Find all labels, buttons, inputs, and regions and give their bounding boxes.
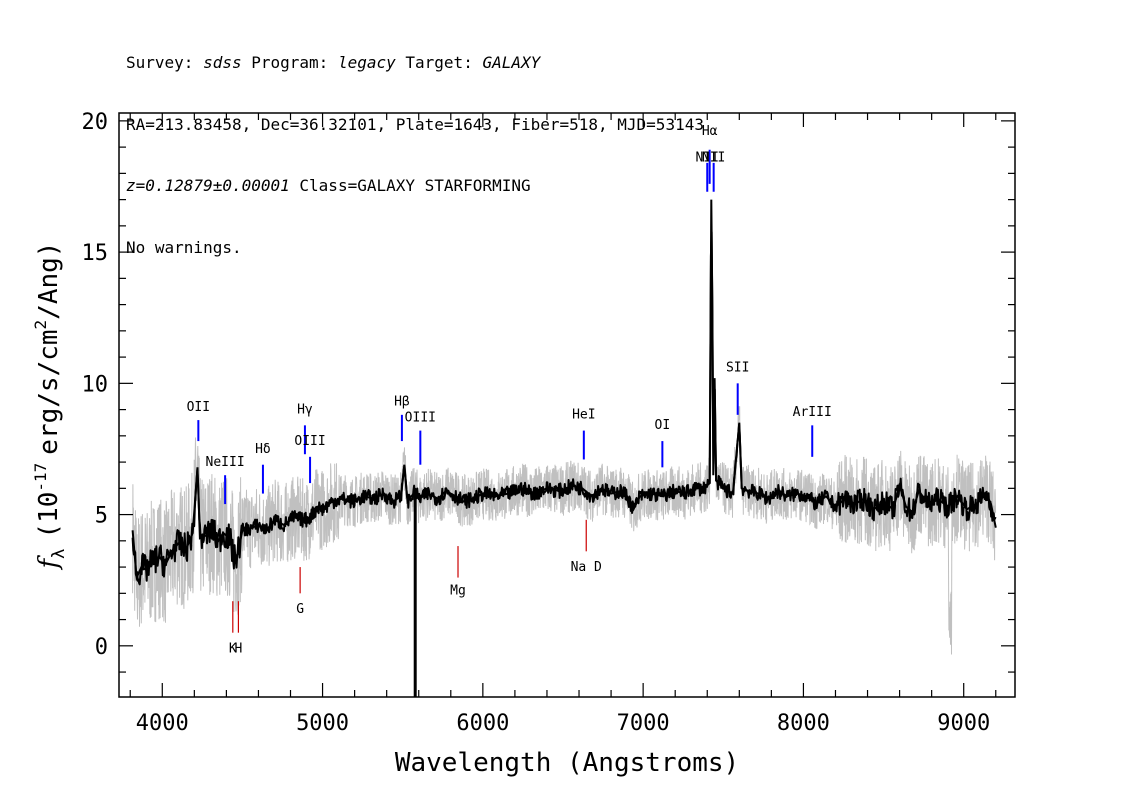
class-value: Class=GALAXY STARFORMING	[299, 176, 531, 195]
flux-anchor-line	[131, 199, 997, 582]
tick-labels: 4000 5000 6000 7000 8000 9000 0 5 10 15 20	[82, 110, 991, 736]
survey-value: sdss	[203, 53, 242, 72]
plot-frame	[118, 112, 1016, 698]
x-tick-label: 7000	[617, 711, 670, 736]
x-tick-label: 9000	[937, 711, 990, 736]
target-value: GALAXY	[482, 53, 541, 72]
redshift-value: z=0.12879±0.00001	[126, 176, 290, 195]
y-tick-label: 0	[95, 635, 108, 660]
y-tick-label: 10	[82, 372, 109, 397]
y-tick-label: 5	[95, 504, 108, 529]
y-axis-unit-prefix: (10	[34, 492, 64, 539]
emission-line-label: NeIII	[206, 455, 245, 470]
header-line-survey: Survey: sdss Program: legacy Target: GAL…	[126, 53, 704, 74]
absorption-line-label: G	[296, 602, 304, 617]
survey-label: Survey:	[126, 53, 194, 72]
absorption-line-label: Mg	[450, 584, 466, 599]
program-value: legacy	[337, 53, 396, 72]
y-tick-label: 20	[82, 110, 109, 135]
emission-line-label: NII	[696, 150, 719, 165]
emission-line-label: OIII	[294, 434, 325, 449]
x-tick-label: 8000	[777, 711, 830, 736]
x-tick-label: 6000	[456, 711, 509, 736]
emission-line-label: OI	[655, 418, 671, 433]
flux-noise-band	[132, 205, 997, 655]
target-label: Target:	[405, 53, 473, 72]
emission-line-label: Hα	[702, 124, 718, 139]
program-label: Program:	[251, 53, 329, 72]
emission-line-label: HeI	[572, 408, 595, 423]
emission-line-label: ArIII	[793, 405, 832, 420]
emission-line-label: OIII	[405, 410, 436, 425]
emission-line-label: Hδ	[255, 442, 271, 457]
y-axis-unit-mid: erg/s/cm	[34, 329, 64, 454]
x-axis-label: Wavelength (Angstroms)	[395, 748, 739, 778]
emission-line-label: NII	[702, 150, 725, 165]
emission-line-label: Hγ	[297, 402, 313, 417]
flux-noise-trace	[132, 205, 997, 655]
y-tick-label: 15	[82, 241, 109, 266]
emission-line-label: OII	[187, 400, 210, 415]
y-axis-unit-exponent: -17	[31, 463, 50, 492]
absorption-line-label: K	[229, 641, 237, 656]
emission-line-label: Hβ	[394, 395, 410, 410]
y-axis-unit-exponent2: 2	[31, 320, 50, 330]
x-tick-label: 5000	[296, 711, 349, 736]
y-axis-label: fλ(10-17erg/s/cm2/Ang)	[31, 242, 69, 571]
emission-line-label: SII	[726, 360, 749, 375]
absorption-line-label: Na D	[571, 560, 602, 575]
flux-smoothed-line	[131, 230, 997, 586]
x-tick-label: 4000	[136, 711, 189, 736]
y-axis-subscript: λ	[49, 549, 69, 559]
header-line-redshift: z=0.12879±0.00001 Class=GALAXY STARFORMI…	[126, 176, 704, 197]
absorption-line-label: H	[234, 641, 242, 656]
flux-series	[131, 199, 997, 697]
y-axis-unit-suffix: /Ang)	[34, 242, 64, 320]
plot-axes	[118, 112, 1016, 698]
